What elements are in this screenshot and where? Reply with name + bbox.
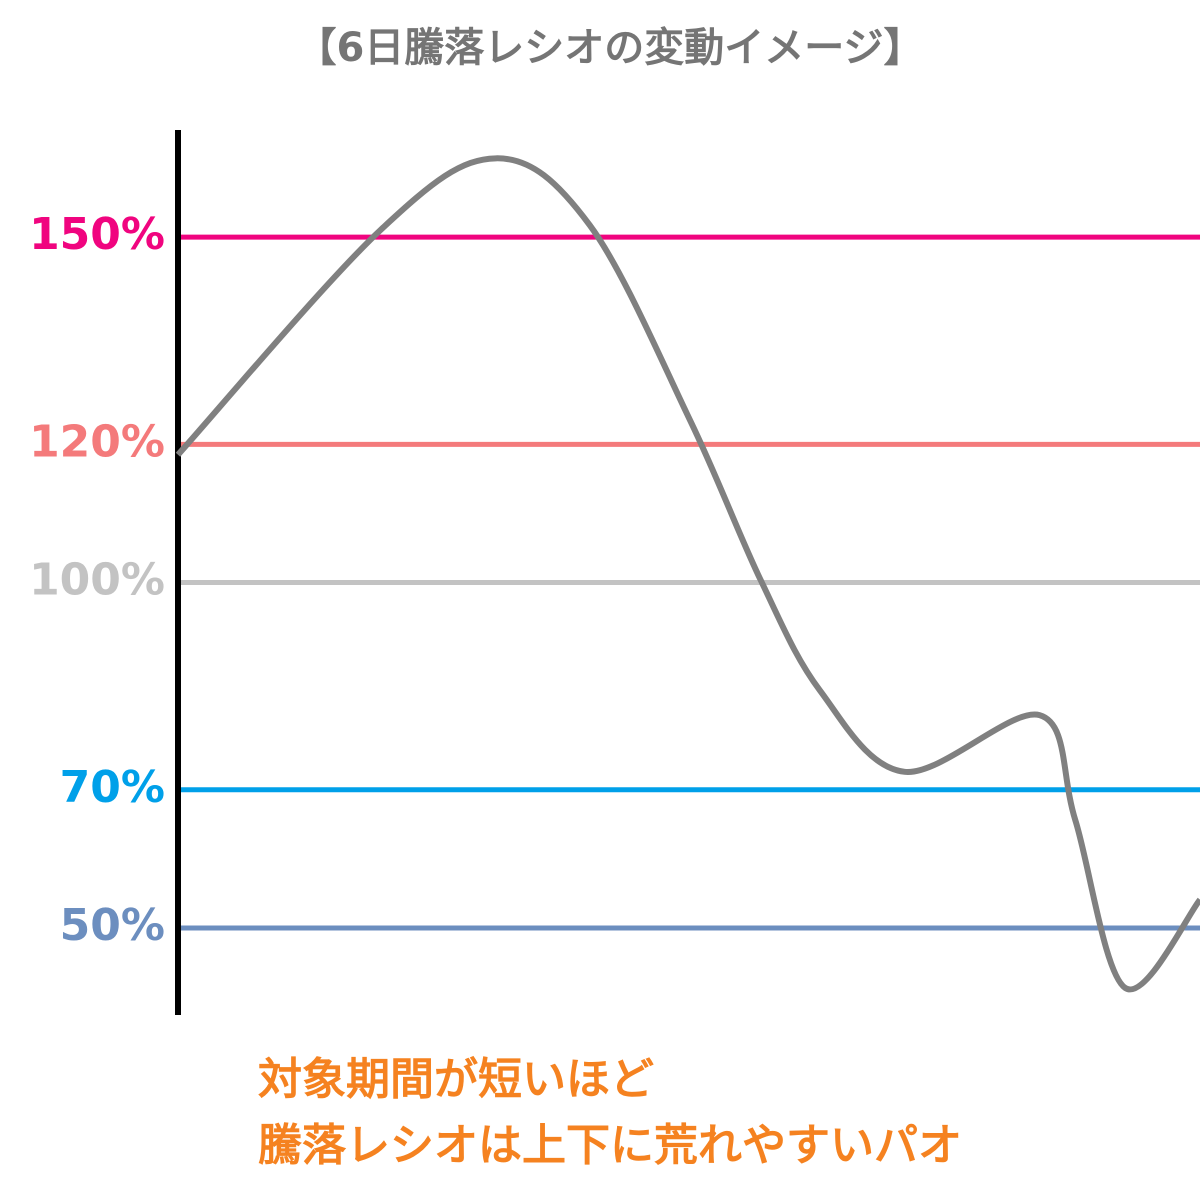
y-tick-label: 50% xyxy=(60,900,165,951)
y-tick-label: 150% xyxy=(29,209,165,260)
y-tick-label: 120% xyxy=(29,416,165,467)
annotation: 対象期間が短いほど xyxy=(258,1054,654,1105)
y-tick-label: 100% xyxy=(29,555,165,606)
y-tick-label: 70% xyxy=(60,762,165,813)
annotation: 騰落レシオは上下に荒れやすいパオ xyxy=(258,1120,962,1171)
data-line xyxy=(175,155,1200,993)
chart-title: 【6日騰落レシオの変動イメージ】 xyxy=(296,25,923,71)
